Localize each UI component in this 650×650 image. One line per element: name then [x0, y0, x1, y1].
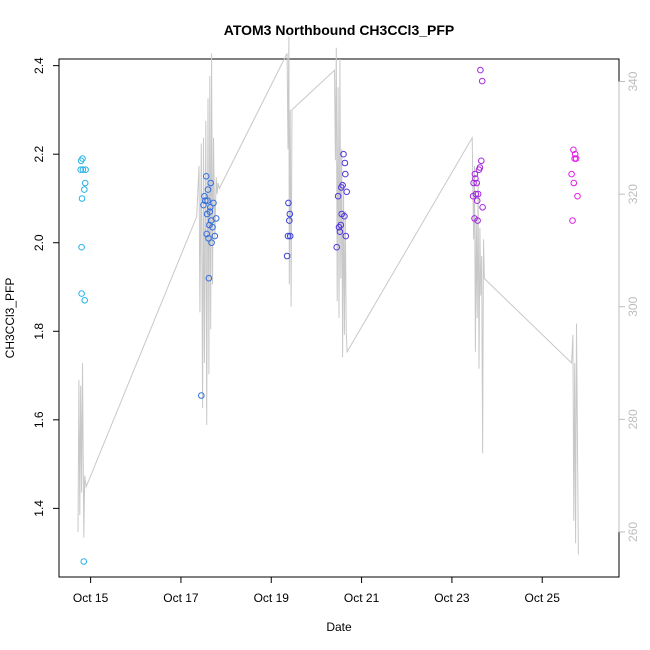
- data-point: [202, 173, 210, 180]
- y-tick-label: 2.2: [32, 146, 46, 163]
- x-tick-label: Oct 23: [434, 591, 470, 605]
- series-line-layer: [77, 36, 579, 555]
- data-point: [200, 201, 207, 209]
- x-axis-label: Date: [326, 620, 352, 634]
- y2-tick-label: 260: [626, 522, 640, 542]
- data-point: [283, 252, 291, 260]
- data-point: [284, 232, 292, 240]
- data-point: [206, 208, 214, 215]
- y2-tick-label: 320: [626, 184, 640, 204]
- data-point: [568, 170, 575, 178]
- data-point: [571, 150, 579, 158]
- data-point: [209, 223, 216, 231]
- data-point: [81, 179, 89, 187]
- data-point: [286, 232, 294, 240]
- data-point: [201, 192, 208, 200]
- x-tick-label: Oct 19: [254, 591, 290, 605]
- y-axis-label: CH3CCl3_PFP: [3, 278, 17, 359]
- data-point: [473, 179, 481, 187]
- data-point: [343, 188, 351, 196]
- data-point: [333, 243, 341, 251]
- data-point: [474, 217, 481, 224]
- data-point: [478, 77, 486, 85]
- data-point: [211, 232, 219, 240]
- y-tick-label: 1.6: [32, 411, 46, 428]
- y-tick-label: 2.4: [32, 57, 46, 74]
- data-point: [340, 150, 347, 158]
- chart-title: ATOM3 Northbound CH3CCl3_PFP: [224, 22, 455, 38]
- data-point: [478, 157, 485, 165]
- x-axis: Oct 15 Oct 17 Oct 19 Oct 21 Oct 23 Oct 25: [73, 576, 561, 605]
- y2-axis: 260 280 300 320 340: [618, 71, 640, 542]
- data-point: [337, 221, 345, 229]
- y2-tick-label: 340: [626, 71, 640, 91]
- x-tick-label: Oct 17: [163, 591, 199, 605]
- data-point: [81, 297, 88, 304]
- series-line-0: [77, 36, 579, 555]
- data-point: [198, 392, 205, 399]
- data-point: [342, 170, 349, 178]
- data-point: [207, 204, 214, 211]
- data-point: [285, 199, 292, 207]
- data-point: [336, 228, 344, 235]
- data-point: [471, 170, 479, 178]
- y-tick-label: 2.0: [32, 234, 46, 251]
- x-tick-label: Oct 15: [73, 591, 109, 605]
- data-point: [81, 186, 88, 193]
- data-point: [474, 190, 482, 198]
- data-point: [77, 166, 84, 173]
- data-point: [210, 199, 217, 207]
- data-point: [472, 175, 479, 182]
- data-point: [341, 159, 349, 167]
- series-points-layer: [77, 66, 581, 565]
- data-point: [472, 190, 480, 198]
- y-axis: 1.4 1.6 1.8 2.0 2.2 2.4: [32, 57, 60, 517]
- data-point: [572, 155, 580, 162]
- data-point: [208, 239, 215, 246]
- data-point: [78, 243, 85, 251]
- x-tick-label: Oct 25: [525, 591, 561, 605]
- data-point: [78, 290, 85, 297]
- data-point: [78, 195, 86, 202]
- data-point: [82, 166, 89, 173]
- data-point: [79, 166, 87, 173]
- y-tick-label: 1.8: [32, 323, 46, 340]
- y-tick-label: 1.4: [32, 500, 46, 517]
- data-point: [286, 210, 294, 218]
- data-point: [205, 235, 212, 242]
- data-point: [477, 66, 484, 74]
- data-point: [80, 558, 88, 565]
- data-point: [473, 197, 481, 204]
- y2-tick-label: 300: [626, 296, 640, 316]
- data-point: [204, 197, 211, 204]
- y2-tick-label: 280: [626, 409, 640, 429]
- data-point: [205, 274, 213, 282]
- data-point: [570, 146, 577, 154]
- x-tick-label: Oct 21: [344, 591, 380, 605]
- data-point: [339, 181, 346, 189]
- data-point: [569, 217, 576, 224]
- data-point: [574, 192, 581, 200]
- data-point: [202, 197, 209, 204]
- data-point: [341, 212, 348, 220]
- data-point: [212, 215, 220, 222]
- data-point: [570, 179, 578, 187]
- data-point: [79, 155, 86, 162]
- data-point: [479, 204, 486, 211]
- data-point: [476, 164, 484, 171]
- data-point: [203, 230, 210, 238]
- data-point: [207, 179, 214, 187]
- data-point: [334, 192, 342, 200]
- data-point: [342, 232, 350, 240]
- data-point: [286, 217, 293, 224]
- data-point: [204, 186, 212, 193]
